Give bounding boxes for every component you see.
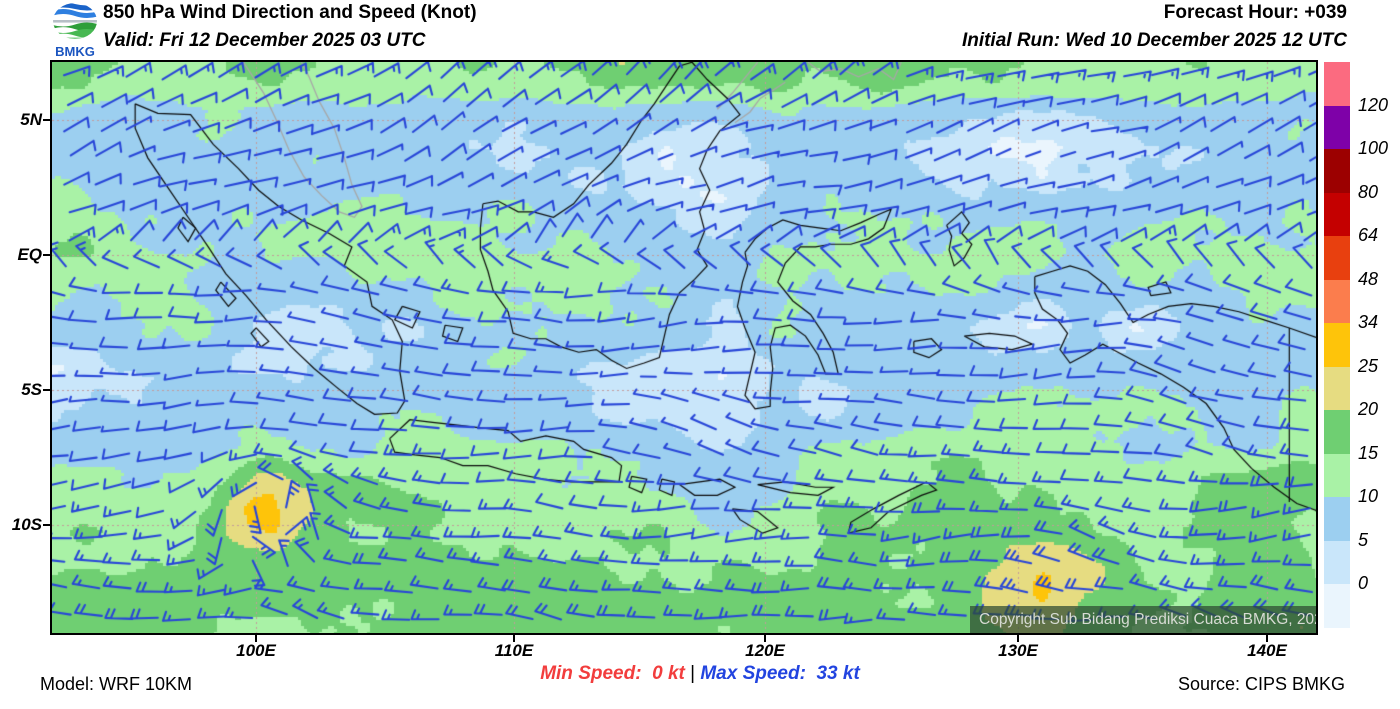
lat-tick-mark: [43, 119, 50, 121]
colorbar-segment: [1324, 584, 1350, 628]
colorbar-segment: [1324, 323, 1350, 367]
colorbar-tick-label: 34: [1358, 312, 1379, 333]
initial-run-label: Initial Run: Wed 10 December 2025 12 UTC: [961, 30, 1347, 51]
source-label: Source: CIPS BMKG: [1177, 674, 1345, 694]
colorbar-segment: [1324, 366, 1350, 411]
colorbar-segment: [1324, 149, 1350, 193]
lon-tick-mark: [1266, 635, 1268, 642]
colorbar-tick-label: 0: [1358, 573, 1369, 594]
page-title: 850 hPa Wind Direction and Speed (Knot): [103, 2, 477, 23]
speed-separator: |: [684, 663, 701, 684]
valid-time-label: Valid: Fri 12 December 2025 03 UTC: [103, 30, 426, 51]
colorbar-segment: [1324, 453, 1350, 498]
colorbar-tick-label: 20: [1358, 399, 1379, 420]
lat-tick-label: 10S: [11, 515, 42, 534]
lon-tick-mark: [513, 635, 515, 642]
colorbar-tick-label: 100: [1358, 138, 1389, 159]
lat-tick-label: EQ: [17, 245, 42, 264]
lon-tick-label: 110E: [494, 641, 534, 660]
lat-tick-mark: [43, 254, 50, 256]
colorbar-tick-label: 48: [1358, 268, 1379, 289]
colorbar-tick-label: 64: [1358, 225, 1379, 246]
colorbar-tick-label: 25: [1358, 355, 1379, 376]
lon-tick-label: 140E: [1247, 641, 1287, 660]
lon-tick-mark: [255, 635, 257, 642]
speed-summary: Min Speed: 0 kt | Max Speed: 33 kt: [0, 663, 1400, 685]
colorbar-tick-label: 15: [1358, 442, 1379, 463]
colorbar-segment: [1324, 105, 1350, 150]
lat-tick-mark: [43, 524, 50, 526]
lat-tick-mark: [43, 389, 50, 391]
lon-tick-label: 100E: [236, 641, 276, 660]
wind-map-canvas: [52, 62, 1316, 633]
colorbar-segment: [1324, 236, 1350, 280]
lon-tick-mark: [764, 635, 766, 642]
lat-tick-label: 5S: [21, 380, 42, 399]
colorbar-segment: [1324, 540, 1350, 585]
max-speed-label: Max Speed: 33 kt: [700, 663, 860, 684]
bmkg-logo-icon: BMKG: [53, 3, 97, 58]
lat-tick-label: 5N: [20, 110, 42, 129]
model-label: Model: WRF 10KM: [40, 674, 193, 694]
colorbar-segment: [1324, 497, 1350, 541]
colorbar-tick-label: 5: [1358, 529, 1369, 550]
colorbar-segment: [1324, 192, 1350, 237]
copyright-banner: Copyright Sub Bidang Prediksi Cuaca BMKG…: [970, 606, 1316, 633]
colorbar-segment: [1324, 62, 1350, 106]
min-speed-label: Min Speed: 0 kt: [540, 663, 685, 684]
bmkg-logo-text: BMKG: [55, 44, 95, 58]
colorbar-segment: [1324, 410, 1350, 454]
colorbar-segment: [1324, 279, 1350, 324]
colorbar-tick-label: 120: [1358, 94, 1389, 115]
colorbar-tick-label: 10: [1358, 486, 1379, 507]
forecast-hour-label: Forecast Hour: +039: [1163, 2, 1347, 23]
lon-tick-mark: [1017, 635, 1019, 642]
lon-tick-label: 120E: [745, 641, 785, 660]
lon-tick-label: 130E: [998, 641, 1038, 660]
speed-colorbar: [1324, 62, 1350, 628]
colorbar-tick-label: 80: [1358, 181, 1379, 202]
